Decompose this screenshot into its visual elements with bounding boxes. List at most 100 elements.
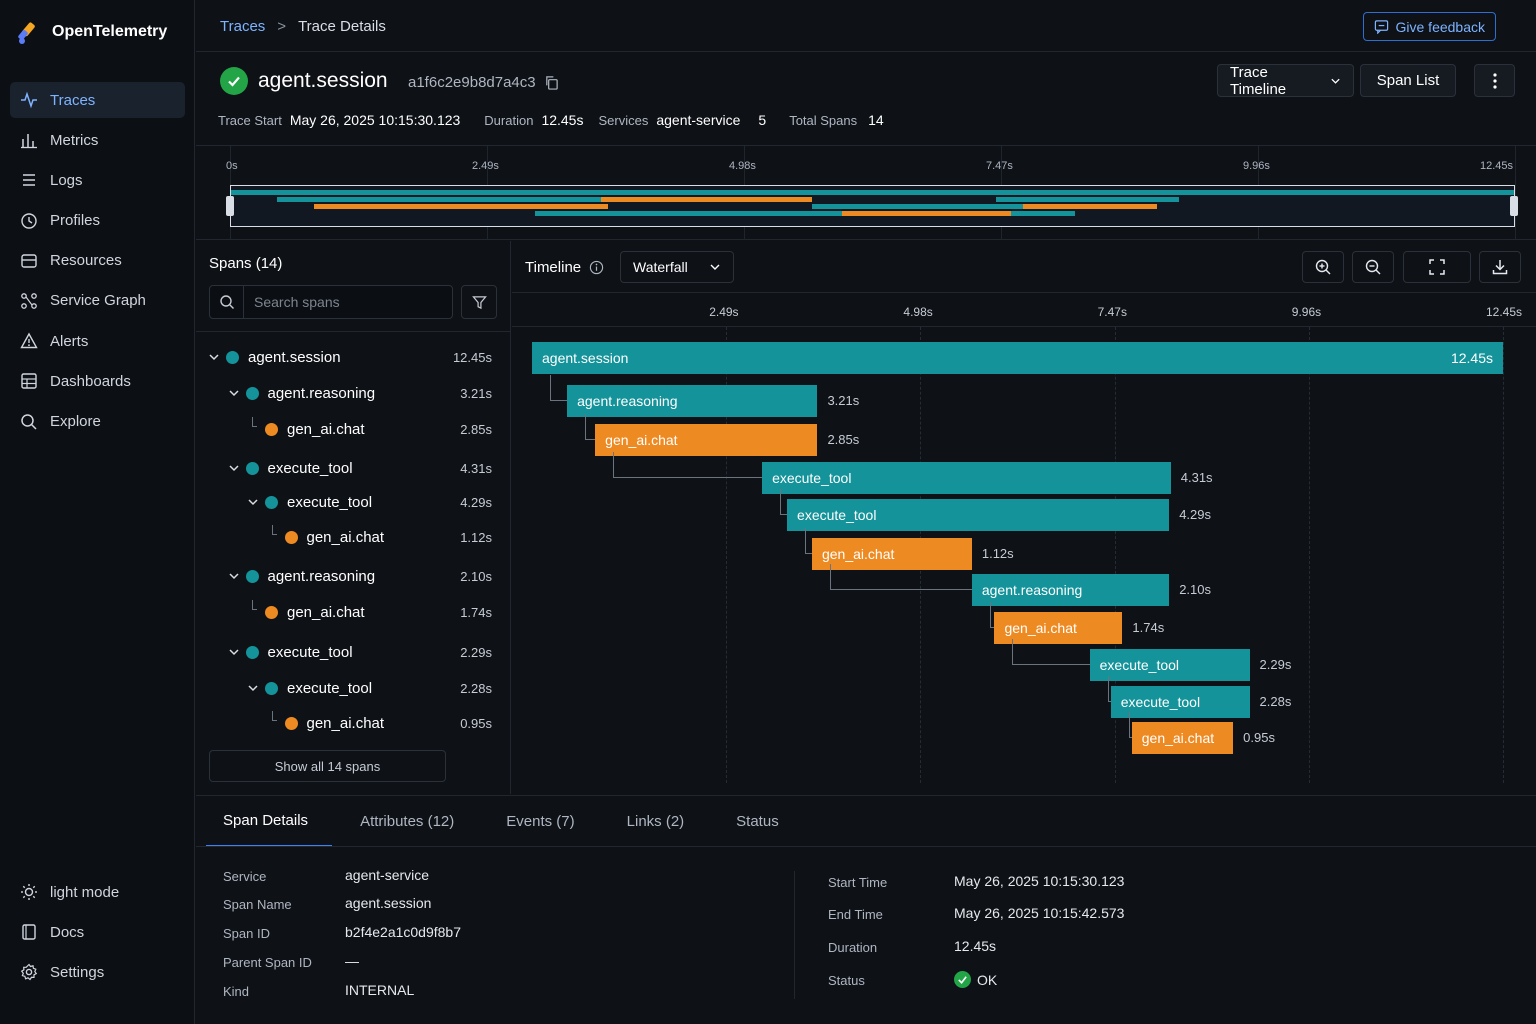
span-search-input[interactable] — [244, 294, 444, 310]
span-duration: 1.12s — [460, 529, 492, 545]
chevron-down-icon[interactable] — [227, 569, 241, 583]
span-tree-row[interactable]: execute_tool 2.29s — [196, 636, 511, 668]
waterfall-span-bar[interactable]: execute_tool — [762, 462, 1171, 494]
minimap-selection-window[interactable] — [230, 185, 1515, 227]
span-name: execute_tool — [267, 459, 353, 477]
sidebar-item-logs[interactable]: Logs — [10, 162, 185, 198]
chevron-down-icon[interactable] — [227, 645, 241, 659]
minimap-span-bar — [314, 204, 609, 209]
sidebar-item-settings[interactable]: Settings — [10, 954, 185, 990]
span-tree-row[interactable]: agent.reasoning 2.10s — [196, 560, 511, 592]
tree-connector — [271, 711, 277, 721]
span-tree-row[interactable]: execute_tool 4.31s — [196, 452, 511, 484]
zoom-out-button[interactable] — [1352, 251, 1394, 283]
waterfall-span-label: gen_ai.chat — [821, 546, 895, 562]
copy-icon[interactable] — [544, 75, 559, 90]
waterfall-span-bar[interactable]: gen_ai.chat — [1131, 722, 1234, 754]
span-tree-row[interactable]: gen_ai.chat 1.74s — [196, 596, 511, 628]
waterfall-connector — [585, 414, 596, 440]
trace-minimap[interactable]: 0s 2.49s 4.98s 7.47s 9.96s 12.45s — [196, 145, 1536, 240]
sidebar-item-metrics[interactable]: Metrics — [10, 122, 185, 158]
trace-duration-value: 12.45s — [541, 112, 584, 128]
waterfall-span-bar[interactable]: agent.reasoning — [567, 385, 818, 417]
minimap-span-bar — [995, 197, 1180, 202]
sidebar-item-light-mode[interactable]: light mode — [10, 874, 185, 910]
span-name: gen_ai.chat — [287, 603, 365, 621]
tab-span[interactable]: Span Details — [206, 796, 333, 847]
waterfall-span-bar[interactable]: gen_ai.chat — [994, 612, 1123, 644]
sidebar-item-resources[interactable]: Resources — [10, 243, 185, 279]
sidebar-item-label: Resources — [50, 252, 122, 270]
waterfall-span-bar[interactable]: agent.reasoning — [971, 574, 1170, 606]
waterfall-span-label: agent.reasoning — [577, 393, 678, 409]
tab-attributes[interactable]: Attributes (12) — [360, 813, 455, 830]
download-button[interactable] — [1479, 251, 1521, 283]
minimap-span-bar — [812, 204, 1073, 209]
give-feedback-label: Give feedback — [1395, 18, 1486, 35]
minimap-left-handle[interactable] — [226, 196, 234, 216]
waterfall-span-label: agent.session — [542, 350, 629, 366]
span-duration: 0.95s — [460, 715, 492, 731]
status-value: OK — [977, 971, 998, 988]
sidebar-item-explore[interactable]: Explore — [10, 404, 185, 440]
fullscreen-button[interactable] — [1403, 251, 1471, 283]
span-service-dot — [265, 681, 278, 695]
span-tree-row[interactable]: agent.reasoning 3.21s — [196, 377, 511, 409]
sidebar-item-dashboards[interactable]: Dashboards — [10, 363, 185, 399]
waterfall-span-bar[interactable]: gen_ai.chat — [595, 424, 818, 456]
chevron-down-icon[interactable] — [227, 386, 241, 400]
span-tree-row[interactable]: gen_ai.chat 2.85s — [196, 413, 511, 445]
trace-meta: Trace Start May 26, 2025 10:15:30.123 Du… — [218, 112, 884, 128]
sidebar-item-traces[interactable]: Traces — [10, 82, 185, 118]
waterfall-span-bar[interactable]: execute_tool — [1089, 649, 1250, 681]
minimap-tick-label: 9.96s — [1243, 160, 1270, 172]
timeline-tick-label: 4.98s — [903, 305, 933, 319]
filter-icon — [471, 295, 487, 309]
tab-links[interactable]: Links (2) — [626, 813, 685, 830]
app-logo[interactable]: OpenTelemetry — [16, 18, 167, 46]
sidebar-item-profiles[interactable]: Profiles — [10, 203, 185, 239]
span-duration: 4.29s — [460, 494, 492, 510]
span-tree-row[interactable]: execute_tool 2.28s — [196, 672, 511, 704]
chevron-down-icon[interactable] — [246, 681, 260, 695]
timeline-mode-select[interactable]: Waterfall — [620, 251, 734, 283]
info-icon[interactable] — [589, 260, 604, 275]
breadcrumb-traces-link[interactable]: Traces — [220, 18, 266, 35]
chevron-down-icon — [710, 264, 720, 270]
total-spans-value: 14 — [868, 112, 884, 128]
sidebar-item-label: Explore — [50, 413, 101, 430]
minimap-span-bar — [967, 190, 1180, 195]
span-tree-row[interactable]: agent.session 12.45s — [196, 341, 511, 373]
minimap-right-handle[interactable] — [1510, 196, 1518, 216]
chevron-down-icon[interactable] — [207, 350, 221, 364]
sidebar-item-docs[interactable]: Docs — [10, 914, 185, 950]
trace-timeline-view-button[interactable]: Trace Timeline — [1217, 64, 1354, 98]
span-search[interactable] — [209, 285, 453, 319]
waterfall-span-bar[interactable]: execute_tool — [1110, 686, 1250, 718]
trace-title: agent.session — [258, 69, 388, 92]
detail-value: OK — [954, 971, 997, 988]
tab-events[interactable]: Events (7) — [506, 813, 575, 830]
waterfall-span-bar[interactable]: agent.session 12.45s — [532, 342, 1503, 374]
span-list-view-button[interactable]: Span List — [1360, 64, 1456, 97]
trace-id-value: a1f6c2e9b8d7a4c3 — [408, 74, 536, 91]
more-options-button[interactable] — [1474, 64, 1515, 97]
sidebar-item-label: Settings — [50, 963, 105, 981]
chevron-down-icon[interactable] — [227, 461, 241, 475]
sidebar-item-alerts[interactable]: Alerts — [10, 323, 185, 359]
chevron-down-icon[interactable] — [246, 495, 260, 509]
filter-button[interactable] — [461, 285, 497, 319]
span-tree-row[interactable]: gen_ai.chat 0.95s — [196, 707, 511, 739]
give-feedback-button[interactable]: Give feedback — [1362, 12, 1496, 41]
chevron-down-icon — [1331, 78, 1340, 84]
span-tree-row[interactable]: gen_ai.chat 1.12s — [196, 521, 511, 553]
zoom-in-button[interactable] — [1302, 251, 1344, 283]
timeline-axis: 2.49s 4.98s 7.47s 9.96s 12.45s — [512, 292, 1536, 327]
span-tree-row[interactable]: execute_tool 4.29s — [196, 486, 511, 518]
tab-status[interactable]: Status — [736, 813, 779, 830]
waterfall-span-bar[interactable]: gen_ai.chat — [811, 538, 972, 570]
book-icon — [22, 924, 36, 940]
waterfall-span-bar[interactable]: execute_tool — [787, 499, 1170, 531]
sidebar-item-service-graph[interactable]: Service Graph — [10, 283, 185, 319]
show-all-spans-button[interactable]: Show all 14 spans — [209, 750, 446, 782]
